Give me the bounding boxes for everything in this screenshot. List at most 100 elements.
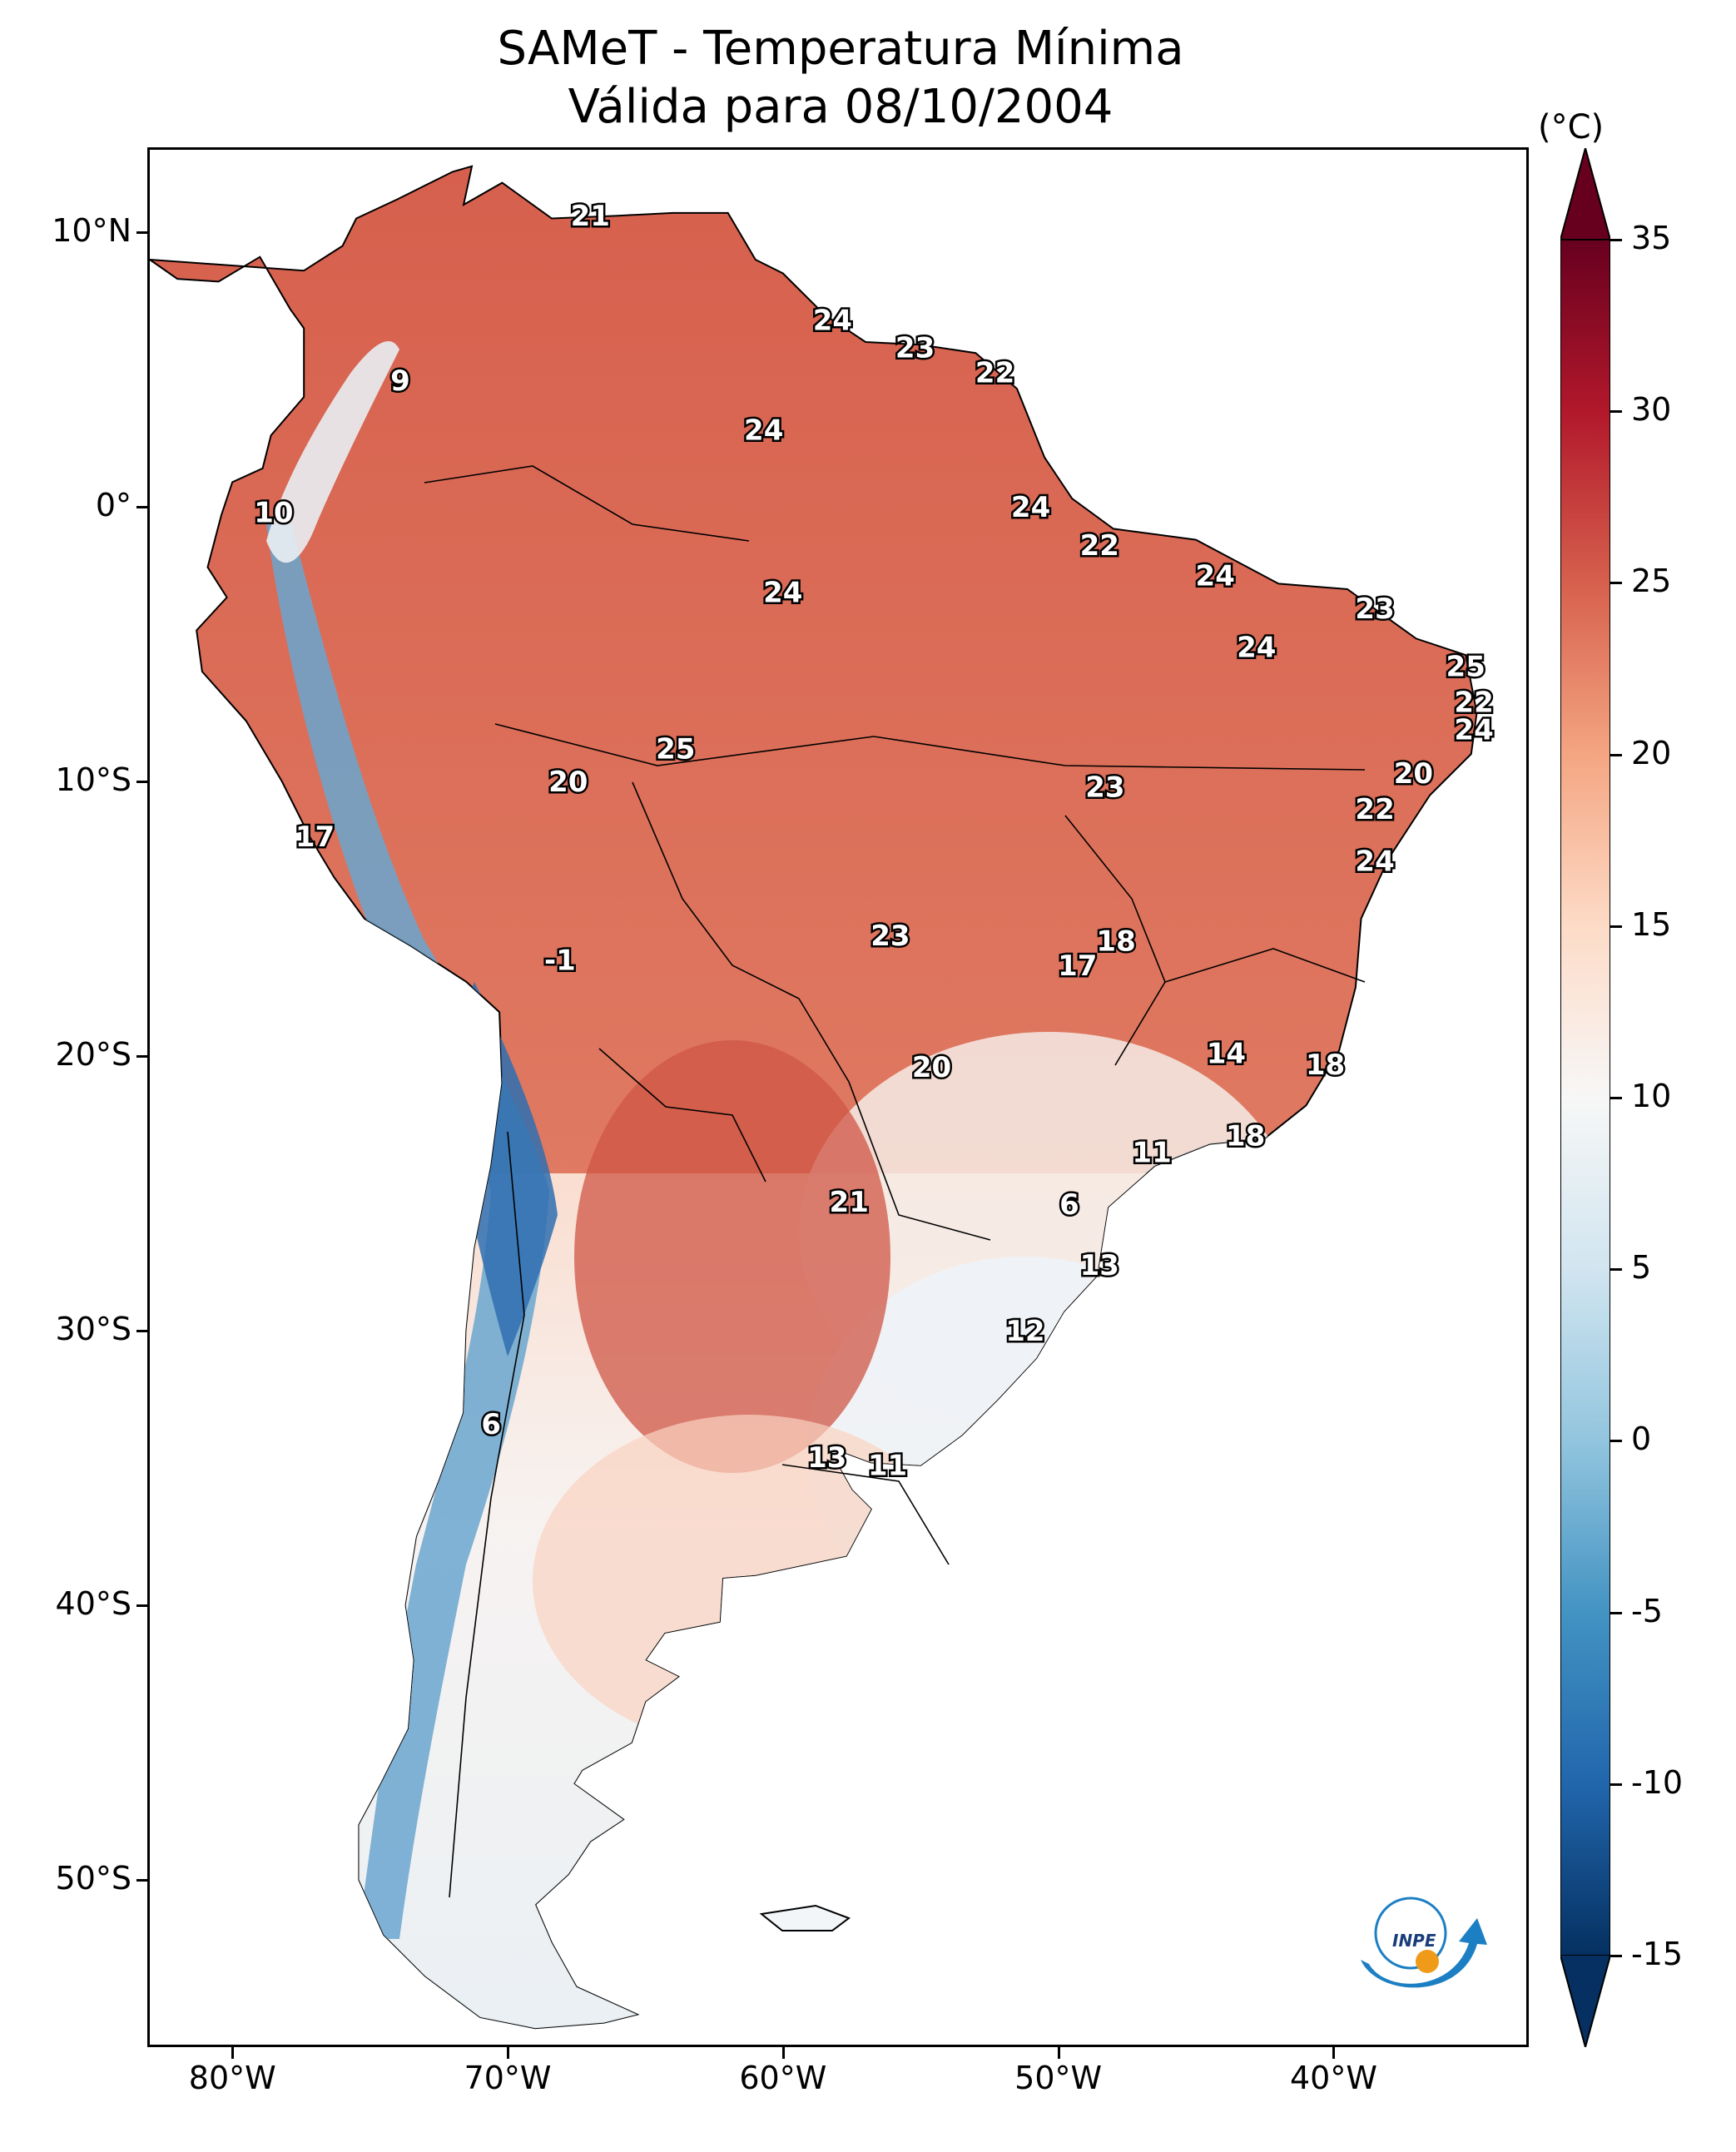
- colorbar-tick: [1610, 1268, 1622, 1272]
- longitude-tick: [1332, 2047, 1336, 2059]
- station-temperature-label: 9: [390, 364, 410, 398]
- colorbar-tick-label: 30: [1631, 391, 1672, 429]
- logo-text: INPE: [1392, 1931, 1436, 1951]
- station-temperature-label: 24: [763, 576, 802, 609]
- station-temperature-label: 18: [1226, 1120, 1265, 1153]
- latitude-label: 50°S: [55, 1860, 131, 1897]
- station-temperature-label: 23: [1355, 593, 1394, 626]
- station-temperature-label: 18: [1306, 1049, 1345, 1082]
- colorbar-tick-label: 15: [1631, 905, 1672, 943]
- colorbar-tick-label: 0: [1631, 1421, 1652, 1458]
- station-temperature-label: 25: [1446, 650, 1486, 683]
- colorbar-tick: [1610, 1955, 1622, 1957]
- latitude-label: 0°: [95, 487, 131, 523]
- border-line: [781, 1464, 950, 1565]
- station-temperature-label: 13: [807, 1441, 846, 1475]
- longitude-label: 40°W: [1289, 2060, 1377, 2096]
- colorbar-tick: [1610, 410, 1622, 414]
- station-temperature-label: 20: [1394, 757, 1433, 791]
- latitude-tick: [136, 1330, 148, 1332]
- station-temperature-label: 21: [571, 200, 610, 233]
- station-temperature-label: 22: [1080, 529, 1119, 563]
- border-line: [494, 723, 875, 766]
- latitude-label: 10°N: [52, 212, 131, 249]
- latitude-label: 40°S: [55, 1585, 131, 1622]
- longitude-label: 60°W: [739, 2060, 827, 2096]
- station-temperature-label: 24: [1011, 491, 1050, 524]
- station-temperature-label: 18: [1096, 925, 1135, 958]
- colombian-andes-cool: [266, 341, 399, 563]
- station-temperature-label: 20: [912, 1051, 951, 1084]
- colorbar-top-extend: [1560, 148, 1610, 240]
- colorbar: [1560, 148, 1610, 2047]
- longitude-tick: [231, 2047, 235, 2059]
- colorbar-tick-label: -15: [1631, 1936, 1684, 1972]
- colorbar-tick: [1610, 753, 1622, 756]
- station-temperature-label: 22: [1454, 686, 1493, 719]
- border-line: [1164, 948, 1366, 983]
- latitude-label: 30°S: [55, 1311, 131, 1347]
- latitude-tick: [136, 1604, 148, 1607]
- station-temperature-label: 24: [744, 414, 783, 448]
- station-temperature-label: 11: [1132, 1137, 1171, 1170]
- station-temperature-label: 21: [830, 1186, 869, 1219]
- chaco-warm-zone: [574, 1040, 890, 1473]
- latitude-tick: [136, 1879, 148, 1882]
- station-temperature-label: 14: [1207, 1038, 1246, 1071]
- station-temperature-label: -1: [544, 945, 576, 978]
- border-line: [798, 998, 991, 1241]
- station-temperature-label: 6: [1059, 1188, 1079, 1222]
- colorbar-tick: [1610, 1097, 1622, 1099]
- longitude-tick: [1057, 2047, 1060, 2059]
- station-temperature-label: 24: [813, 305, 852, 338]
- colorbar-tick-label: 10: [1631, 1078, 1672, 1114]
- border-line: [598, 1048, 766, 1183]
- latitude-tick: [136, 1055, 148, 1058]
- longitude-label: 70°W: [464, 2060, 552, 2096]
- longitude-label: 80°W: [188, 2060, 276, 2096]
- station-temperature-label: 23: [870, 920, 910, 953]
- logo-swoosh: [1361, 1918, 1487, 1988]
- longitude-label: 50°W: [1014, 2060, 1103, 2096]
- colorbar-unit: (°C): [1538, 108, 1605, 146]
- logo-globe-outline: [1374, 1897, 1447, 1970]
- station-temperature-label: 22: [975, 356, 1014, 389]
- colorbar-bottom-extend: [1560, 1956, 1610, 2047]
- map-subtitle: Válida para 08/10/2004: [568, 80, 1114, 134]
- longitude-tick: [507, 2047, 510, 2059]
- station-temperature-label: 24: [1355, 845, 1394, 879]
- station-temperature-label: 24: [1454, 713, 1493, 746]
- colorbar-tick-label: -5: [1631, 1592, 1663, 1629]
- border-line: [1064, 815, 1166, 1066]
- colorbar-tick-label: 5: [1631, 1249, 1652, 1287]
- latitude-label: 10°S: [55, 761, 131, 798]
- inpe-logo: INPE: [1361, 1897, 1487, 1988]
- latitude-tick: [136, 781, 148, 783]
- map-title: SAMeT - Temperatura Mínima: [497, 22, 1184, 76]
- station-temperature-label: 24: [1196, 560, 1235, 593]
- border-line: [449, 1131, 525, 1898]
- colorbar-tick-label: 20: [1631, 734, 1672, 771]
- border-line: [632, 781, 800, 999]
- colorbar-tick: [1610, 1783, 1622, 1786]
- colorbar-tick: [1610, 1611, 1622, 1614]
- falkland-islands: [759, 1904, 851, 1931]
- border-line: [873, 736, 1366, 771]
- station-temperature-label: 20: [548, 766, 588, 799]
- colorbar-tick-label: 35: [1631, 220, 1672, 256]
- station-temperature-label: 17: [295, 821, 335, 854]
- station-temperature-label: 10: [254, 497, 293, 530]
- colorbar-tick-label: -10: [1631, 1763, 1684, 1801]
- latitude-tick: [136, 231, 148, 234]
- station-temperature-label: 23: [895, 332, 935, 365]
- colorbar-tick: [1610, 582, 1622, 585]
- station-temperature-label: 6: [481, 1408, 501, 1441]
- station-temperature-label: 22: [1355, 793, 1394, 826]
- colorbar-tick-label: 25: [1631, 563, 1672, 600]
- logo-sun: [1416, 1950, 1439, 1973]
- station-temperature-label: 17: [1058, 950, 1097, 983]
- station-temperature-label: 25: [656, 732, 695, 766]
- latitude-tick: [136, 506, 148, 508]
- longitude-tick: [781, 2047, 785, 2059]
